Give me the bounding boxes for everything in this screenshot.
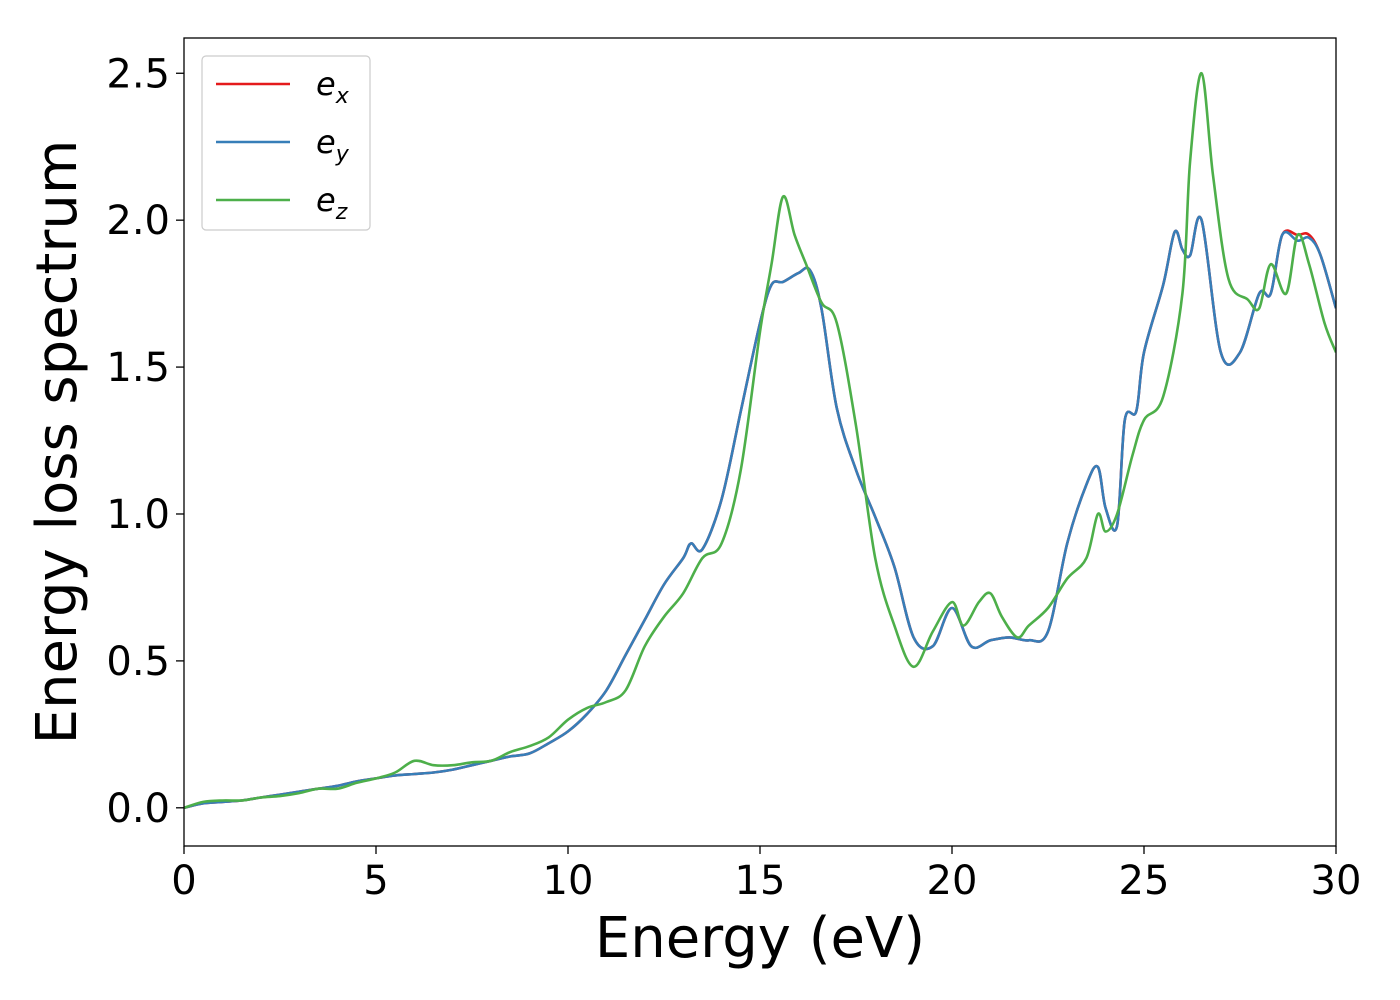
series-line-y bbox=[184, 215, 1336, 810]
x-tick-label: 20 bbox=[927, 858, 978, 904]
legend-label-base: e bbox=[316, 123, 336, 161]
x-tick-label: 30 bbox=[1311, 858, 1362, 904]
y-axis-ticks: 0.0 0.5 1.0 1.5 2.0 2.5 bbox=[106, 51, 184, 832]
y-tick-label: 2.5 bbox=[106, 51, 170, 97]
legend-label-z: ez bbox=[316, 181, 348, 225]
x-axis-ticks: 0 5 10 15 20 25 30 bbox=[171, 846, 1361, 904]
series-layer bbox=[184, 71, 1336, 810]
legend-label-subscript: x bbox=[335, 84, 350, 109]
y-tick-label: 2.0 bbox=[106, 198, 170, 244]
x-tick-label: 0 bbox=[171, 858, 196, 904]
legend-label-x: ex bbox=[316, 65, 350, 109]
x-tick-label: 15 bbox=[735, 858, 786, 904]
legend-label-base: e bbox=[316, 181, 336, 219]
x-tick-label: 25 bbox=[1119, 858, 1170, 904]
y-tick-label: 0.5 bbox=[106, 639, 170, 685]
legend-label-subscript: z bbox=[335, 200, 348, 225]
x-tick-label: 5 bbox=[363, 858, 388, 904]
legend-label-y: ey bbox=[316, 123, 350, 167]
y-tick-label: 1.5 bbox=[106, 345, 170, 391]
legend-label-base: e bbox=[316, 65, 336, 103]
y-tick-label: 0.0 bbox=[106, 786, 170, 832]
series-line-z bbox=[184, 71, 1336, 810]
legend-label-subscript: y bbox=[335, 142, 350, 167]
y-tick-label: 1.0 bbox=[106, 492, 170, 538]
x-tick-label: 10 bbox=[543, 858, 594, 904]
y-axis-label: Energy loss spectrum bbox=[25, 140, 90, 745]
x-axis-label: Energy (eV) bbox=[595, 906, 925, 971]
